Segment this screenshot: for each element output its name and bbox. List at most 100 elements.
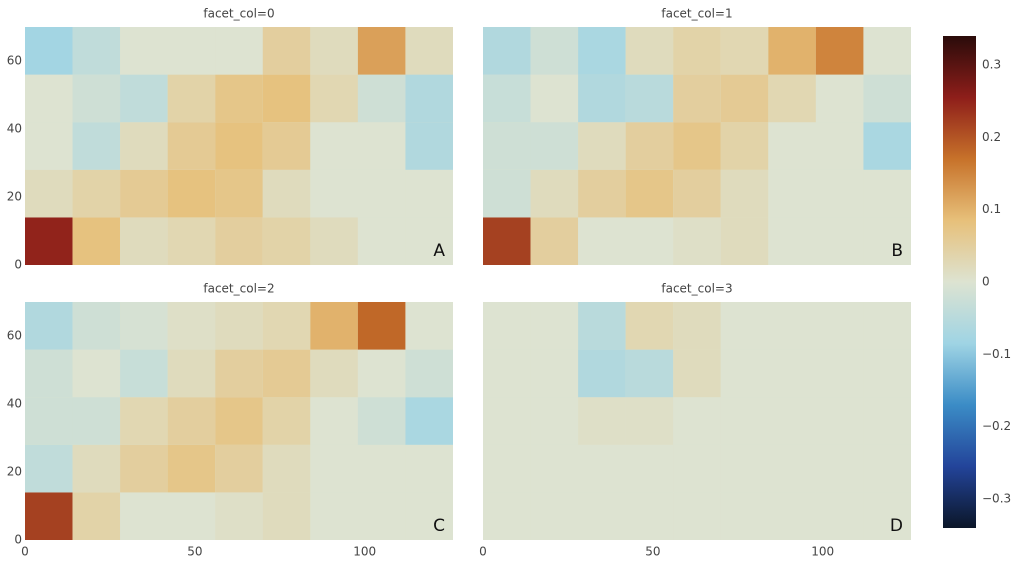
heatmap-cell <box>720 302 769 350</box>
heatmap-cell <box>405 122 453 170</box>
heatmap-cell <box>405 349 453 398</box>
heatmap-cell <box>815 444 864 493</box>
heatmap-cell <box>262 397 311 445</box>
heatmap-cell <box>25 217 73 265</box>
heatmap-cell <box>863 302 911 350</box>
heatmap-cell <box>72 122 121 170</box>
heatmap-cell <box>625 444 674 493</box>
heatmap-cell <box>578 302 626 350</box>
heatmap-cell <box>167 349 216 398</box>
heatmap-cell <box>483 169 531 218</box>
heatmap-cell <box>673 397 721 445</box>
heatmap-cell <box>405 74 453 123</box>
heatmap-cell <box>483 27 531 75</box>
heatmap-cell <box>357 444 406 493</box>
heatmap-cell <box>262 217 311 265</box>
heatmap-cell <box>25 169 73 218</box>
heatmap-cell <box>405 492 453 540</box>
heatmap-cell <box>357 122 406 170</box>
heatmap-cell <box>578 27 626 75</box>
heatmap-cell <box>405 27 453 75</box>
heatmap-cell <box>483 217 531 265</box>
heatmap-cell <box>530 492 579 540</box>
heatmap-cell <box>310 349 358 398</box>
heatmap-cell <box>483 444 531 493</box>
heatmap-cell <box>167 217 216 265</box>
colorbar-tick-label: 0.3 <box>982 57 1001 71</box>
heatmap-cell <box>863 492 911 540</box>
heatmap-cell <box>357 302 406 350</box>
heatmap-cell <box>72 397 121 445</box>
heatmap-cell <box>215 492 263 540</box>
heatmap-cell <box>815 397 864 445</box>
heatmap-cell <box>25 492 73 540</box>
heatmap-cell <box>215 217 263 265</box>
heatmap-cell <box>357 492 406 540</box>
heatmap-cell <box>625 122 674 170</box>
heatmap-cell <box>310 217 358 265</box>
heatmap-cell <box>310 27 358 75</box>
heatmap-cell <box>863 122 911 170</box>
y-tick-label: 60 <box>7 329 22 343</box>
facet-title: facet_col=1 <box>661 7 732 21</box>
heatmap-cell <box>357 397 406 445</box>
heatmap-cell <box>578 74 626 123</box>
heatmap-cell <box>578 349 626 398</box>
heatmap-cell <box>530 349 579 398</box>
heatmap-cell <box>215 27 263 75</box>
y-tick-label: 40 <box>7 397 22 411</box>
heatmap-cell <box>720 27 769 75</box>
heatmap-cell <box>215 169 263 218</box>
colorbar-tick-label: 0 <box>982 275 990 289</box>
heatmap-cell <box>768 492 816 540</box>
heatmap-cell <box>625 74 674 123</box>
heatmap-cell <box>673 27 721 75</box>
x-tick-label: 100 <box>353 545 376 559</box>
heatmap-cell <box>167 492 216 540</box>
heatmap-cell <box>25 302 73 350</box>
heatmap-cell <box>310 444 358 493</box>
heatmap-cell <box>863 349 911 398</box>
heatmap-cell <box>72 169 121 218</box>
heatmap-cell <box>25 349 73 398</box>
heatmap-cell <box>720 397 769 445</box>
heatmap-cell <box>72 27 121 75</box>
heatmap-cell <box>673 122 721 170</box>
y-tick-label: 20 <box>7 465 22 479</box>
heatmap-cell <box>815 169 864 218</box>
heatmap-cell <box>720 74 769 123</box>
heatmap-cell <box>625 217 674 265</box>
heatmap-cell <box>483 397 531 445</box>
heatmap-cell <box>625 302 674 350</box>
colorbar-tick-label: −0.1 <box>982 347 1011 361</box>
heatmap-cell <box>530 27 579 75</box>
heatmap-cell <box>215 444 263 493</box>
heatmap-cell <box>530 122 579 170</box>
heatmap-cell <box>578 397 626 445</box>
heatmap-cell <box>625 349 674 398</box>
x-tick-label: 100 <box>811 545 834 559</box>
heatmap-cell <box>72 217 121 265</box>
heatmap-cell <box>673 169 721 218</box>
heatmap-cell <box>25 397 73 445</box>
heatmap-cell <box>25 74 73 123</box>
y-tick-label: 0 <box>14 533 22 547</box>
heatmap-cell <box>167 169 216 218</box>
heatmap-cell <box>530 169 579 218</box>
y-tick-label: 40 <box>7 122 22 136</box>
heatmap-cell <box>530 217 579 265</box>
heatmap-cell <box>720 444 769 493</box>
heatmap-cell <box>262 169 311 218</box>
heatmap-cell <box>863 169 911 218</box>
panel-label: D <box>890 516 903 536</box>
heatmap-cell <box>815 122 864 170</box>
heatmap-cell <box>357 169 406 218</box>
heatmap-cell <box>673 492 721 540</box>
heatmap-cell <box>815 74 864 123</box>
heatmap-cell <box>530 74 579 123</box>
facet-title: facet_col=3 <box>661 282 732 296</box>
heatmap-cell <box>72 349 121 398</box>
heatmap-cell <box>720 217 769 265</box>
heatmap-cell <box>262 302 311 350</box>
heatmap-cell <box>483 349 531 398</box>
